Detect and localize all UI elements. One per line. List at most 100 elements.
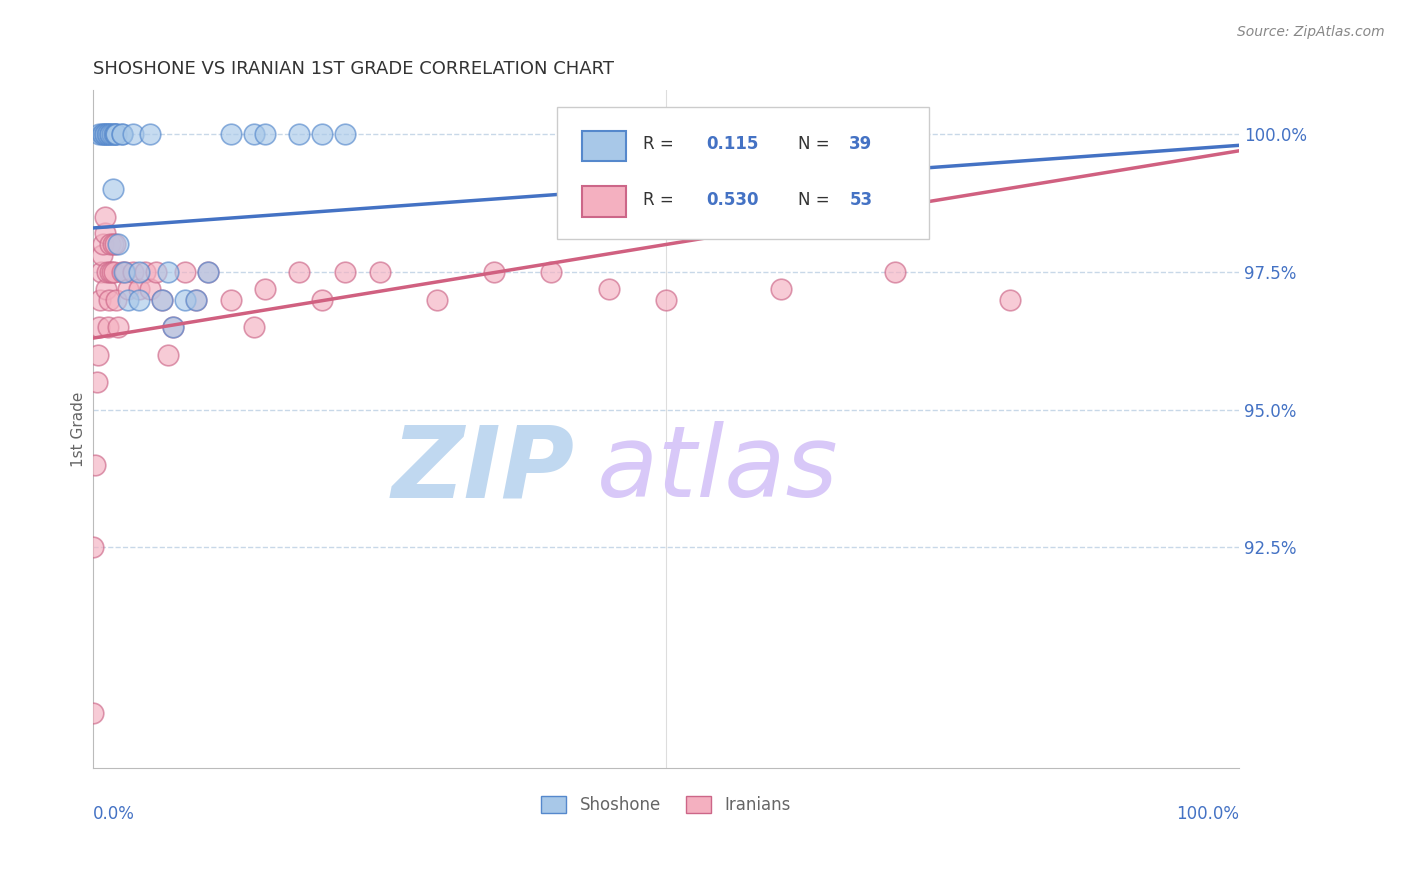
Legend: Shoshone, Iranians: Shoshone, Iranians	[534, 789, 797, 821]
Text: 0.115: 0.115	[706, 136, 758, 153]
Point	[128, 281, 150, 295]
Text: Source: ZipAtlas.com: Source: ZipAtlas.com	[1237, 25, 1385, 39]
Point	[98, 293, 121, 307]
Point	[128, 293, 150, 307]
Point	[368, 265, 391, 279]
Point	[97, 128, 120, 142]
Point	[86, 375, 108, 389]
Point	[311, 293, 333, 307]
Point	[598, 281, 620, 295]
Point	[998, 293, 1021, 307]
Y-axis label: 1st Grade: 1st Grade	[72, 392, 86, 467]
Point	[91, 128, 114, 142]
Point	[96, 265, 118, 279]
Point	[93, 210, 115, 224]
Point	[107, 237, 129, 252]
Point	[139, 281, 162, 295]
Point	[311, 128, 333, 142]
Point	[253, 281, 276, 295]
Point	[242, 320, 264, 334]
Point	[335, 128, 357, 142]
Point	[173, 265, 195, 279]
Point	[219, 293, 242, 307]
Point	[111, 265, 134, 279]
Point	[150, 293, 173, 307]
Point	[105, 293, 128, 307]
Point	[84, 458, 107, 472]
Text: N =: N =	[797, 136, 835, 153]
Text: SHOSHONE VS IRANIAN 1ST GRADE CORRELATION CHART: SHOSHONE VS IRANIAN 1ST GRADE CORRELATIO…	[93, 60, 614, 78]
Point	[156, 348, 179, 362]
Point	[156, 265, 179, 279]
Point	[90, 265, 112, 279]
Point	[104, 128, 127, 142]
Point	[87, 348, 110, 362]
Point	[145, 265, 167, 279]
Point	[93, 128, 115, 142]
Text: 100.0%: 100.0%	[1175, 805, 1239, 823]
Text: 39: 39	[849, 136, 873, 153]
Point	[89, 293, 111, 307]
Point	[827, 128, 849, 142]
Point	[219, 128, 242, 142]
Point	[884, 265, 907, 279]
Text: 53: 53	[849, 191, 872, 209]
Text: N =: N =	[797, 191, 835, 209]
Point	[197, 265, 219, 279]
Point	[242, 128, 264, 142]
Point	[94, 281, 117, 295]
Point	[186, 293, 208, 307]
Point	[100, 265, 122, 279]
Point	[98, 265, 121, 279]
Point	[162, 320, 184, 334]
Bar	[582, 186, 626, 217]
Text: 0.0%: 0.0%	[93, 805, 135, 823]
Point	[105, 128, 128, 142]
Point	[98, 237, 121, 252]
Text: R =: R =	[643, 191, 679, 209]
Point	[186, 293, 208, 307]
Point	[482, 265, 505, 279]
Point	[111, 128, 134, 142]
Point	[122, 128, 145, 142]
Point	[173, 293, 195, 307]
Point	[162, 320, 184, 334]
Point	[114, 265, 136, 279]
Point	[93, 237, 115, 252]
Point	[93, 227, 115, 241]
Point	[101, 237, 124, 252]
Point	[150, 293, 173, 307]
Point	[139, 128, 162, 142]
Point	[128, 265, 150, 279]
Point	[93, 128, 115, 142]
Point	[253, 128, 276, 142]
Text: 0.530: 0.530	[706, 191, 759, 209]
Point	[91, 248, 114, 262]
Point	[111, 128, 134, 142]
Point	[104, 237, 127, 252]
Point	[655, 293, 678, 307]
Point	[107, 320, 129, 334]
Point	[122, 265, 145, 279]
Point	[117, 281, 139, 295]
FancyBboxPatch shape	[557, 107, 929, 239]
Text: ZIP: ZIP	[391, 421, 574, 518]
Point	[134, 265, 156, 279]
Point	[105, 128, 128, 142]
Point	[87, 320, 110, 334]
Text: atlas: atlas	[598, 421, 839, 518]
Point	[93, 128, 115, 142]
Point	[103, 265, 125, 279]
Text: R =: R =	[643, 136, 679, 153]
Point	[98, 128, 121, 142]
Point	[100, 128, 122, 142]
Point	[101, 182, 124, 196]
Point	[288, 265, 311, 279]
Point	[97, 320, 120, 334]
Point	[98, 128, 121, 142]
Point	[769, 281, 792, 295]
Point	[96, 128, 118, 142]
Point	[426, 293, 449, 307]
Point	[87, 128, 110, 142]
Point	[117, 293, 139, 307]
